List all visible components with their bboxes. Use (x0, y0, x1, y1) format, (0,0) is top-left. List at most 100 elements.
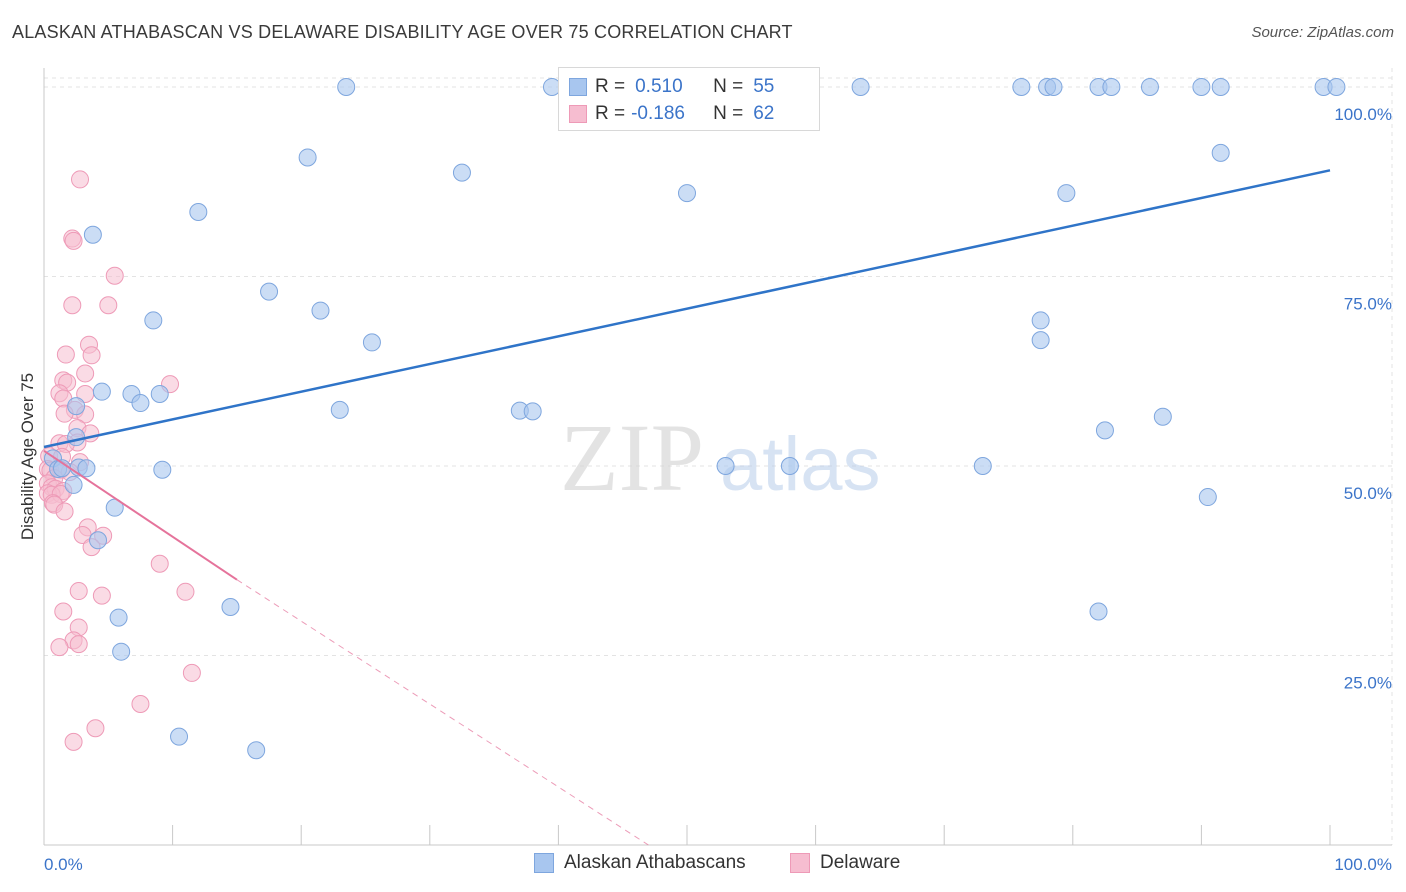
y-tick-label: 25.0% (1344, 673, 1392, 692)
alaskan-athabascan-point (678, 184, 696, 203)
alaskan-athabascan-point (1192, 77, 1211, 96)
alaskan-athabascan-point (260, 282, 279, 301)
delaware-point (92, 586, 111, 605)
legend-n-label: N = (713, 76, 744, 97)
legend-row-alaskan: R = 0.510 N = 55 (569, 73, 775, 101)
y-axis-label: Disability Age Over 75 (18, 373, 37, 540)
delaware-point (64, 231, 83, 250)
y-tick-label: 75.0% (1344, 294, 1392, 313)
alaskan-athabascan-point (221, 597, 240, 616)
trend-lines (43, 169, 1331, 846)
alaskan-athabascan-point (67, 397, 86, 416)
delaware-point (150, 554, 169, 573)
delaware-point (63, 296, 82, 315)
legend-swatch-blue (569, 78, 587, 96)
alaskan-athabascan-point (1031, 311, 1050, 330)
delaware-point (64, 732, 83, 751)
delaware-point (54, 602, 73, 621)
alaskan-athabascan-point (1057, 184, 1076, 203)
alaskan-athabascan-point (362, 333, 381, 352)
bottom-legend-delaware: Delaware (790, 852, 900, 874)
bottom-legend-label-delaware: Delaware (820, 852, 901, 873)
legend-r-value-delaware: -0.186 (631, 103, 685, 124)
delaware-point (69, 635, 88, 654)
legend-r-label: R = (595, 103, 626, 124)
alaskan-athabascan-point (92, 382, 111, 401)
alaskan-athabascan-point (89, 531, 108, 550)
delaware-point (71, 170, 90, 189)
alaskan-athabascan-point (1198, 488, 1217, 507)
chart-title: ALASKAN ATHABASCAN VS DELAWARE DISABILIT… (12, 22, 793, 42)
alaskan-athabascan-point (153, 460, 172, 479)
alaskan-athabascan-point (247, 741, 266, 760)
legend-n-label: N = (713, 103, 744, 124)
alaskan-athabascan-point (1031, 331, 1050, 350)
alaskan-athabascan-point (973, 456, 992, 475)
alaskan-athabascan-point (298, 148, 317, 167)
alaskan-athabascan-point (1140, 77, 1159, 96)
alaskan-athabascan-point (112, 642, 131, 661)
delaware-point (76, 364, 95, 383)
legend-r-label: R = (595, 76, 626, 97)
source-label: Source: ZipAtlas.com (1251, 24, 1394, 41)
y-tick-label: 100.0% (1334, 105, 1392, 124)
alaskan-athabascan-point (170, 727, 189, 746)
legend-swatch-pink (569, 105, 587, 123)
delaware-point (131, 695, 150, 714)
tick-labels: 25.0% 50.0% 75.0% 100.0% 0.0% 100.0% Disabilit… (18, 105, 1392, 874)
watermark: ZIP atlas (560, 404, 881, 511)
alaskan-athabascan-point (83, 225, 102, 244)
legend-n-value-alaskan: 55 (753, 76, 775, 97)
delaware-point (50, 638, 69, 657)
alaskan-athabascan-point (1211, 77, 1230, 96)
delaware-point (176, 582, 195, 601)
alaskan-athabascan-point (330, 400, 349, 419)
alaskan-athabascan-point (1211, 143, 1230, 162)
alaskan-athabascan-point (523, 402, 542, 421)
alaskan-athabascan-trendline (43, 169, 1331, 449)
delaware-point (69, 582, 88, 601)
y-tick-label: 50.0% (1344, 484, 1392, 503)
alaskan-athabascan-point (1012, 77, 1031, 96)
axes (43, 68, 1392, 846)
correlation-legend: R = 0.510 N = 55 R = -0.186 N = 62 (558, 67, 820, 131)
alaskan-athabascan-point (67, 428, 86, 447)
bottom-legend-alaskan: Alaskan Athabascans (534, 852, 746, 874)
alaskan-athabascan-point (1327, 77, 1346, 96)
alaskan-athabascan-point (851, 77, 870, 96)
watermark-atlas: atlas (720, 422, 881, 507)
alaskan-athabascan-point (109, 608, 128, 627)
delaware-point (55, 502, 74, 521)
alaskan-athabascan-point (150, 384, 169, 403)
alaskan-athabascan-point (452, 163, 471, 182)
alaskan-athabascan-points (44, 77, 1346, 760)
watermark-zip: ZIP (560, 404, 704, 511)
alaskan-athabascan-point (1153, 407, 1172, 426)
alaskan-athabascan-point (1095, 421, 1114, 440)
legend-r-value-alaskan: 0.510 (635, 76, 683, 97)
bottom-legend-label-alaskan: Alaskan Athabascans (564, 852, 746, 873)
alaskan-athabascan-point (1089, 602, 1108, 621)
alaskan-athabascan-point (189, 203, 208, 222)
alaskan-athabascan-point (311, 301, 330, 320)
alaskan-athabascan-point (64, 475, 83, 494)
alaskan-athabascan-point (1102, 77, 1121, 96)
bottom-legend-swatch-blue (534, 853, 554, 873)
delaware-point (105, 266, 124, 285)
legend-row-delaware: R = -0.186 N = 62 (569, 100, 775, 128)
delaware-point (99, 296, 118, 315)
legend-n-value-delaware: 62 (753, 103, 775, 124)
alaskan-athabascan-point (131, 394, 150, 413)
delaware-point (56, 345, 75, 364)
x-tick-label-min: 0.0% (44, 855, 83, 874)
delaware-point (182, 663, 201, 682)
x-tick-label-max: 100.0% (1334, 855, 1392, 874)
alaskan-athabascan-point (144, 311, 163, 330)
delaware-point (82, 346, 101, 365)
alaskan-athabascan-point (716, 456, 735, 475)
delaware-point (86, 719, 105, 738)
alaskan-athabascan-point (1044, 77, 1063, 96)
bottom-legend-swatch-pink (790, 853, 810, 873)
alaskan-athabascan-point (780, 456, 799, 475)
